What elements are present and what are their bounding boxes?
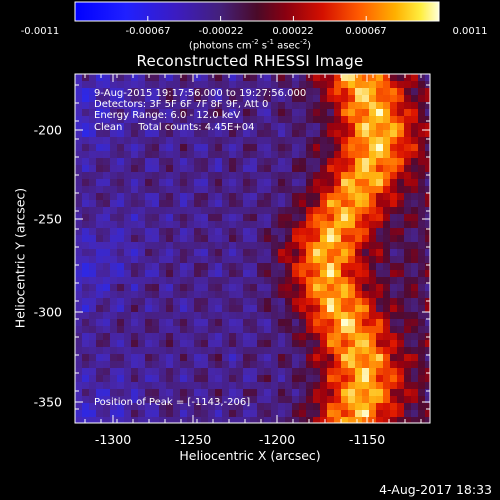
- y-tick-label: -300: [33, 304, 62, 320]
- colorbar-tick-label: 0.0011: [452, 26, 488, 37]
- colorbar-tick-label: -0.00022: [198, 26, 244, 37]
- plot-frame: [74, 73, 431, 424]
- colorbar-tick-label: -0.0011: [20, 26, 60, 37]
- x-axis-label: Heliocentric X (arcsec): [179, 448, 321, 463]
- colorbar: [74, 1, 440, 22]
- footer-timestamp: 4-Aug-2017 18:33: [379, 482, 492, 497]
- units-text: asec: [274, 40, 301, 52]
- y-tick-label: -250: [33, 211, 62, 227]
- info-energy-range: Energy Range: 6.0 - 12.0 keV: [94, 110, 241, 121]
- colorbar-tick-label: -0.00067: [125, 26, 171, 37]
- units-text: s: [258, 40, 268, 52]
- x-tick-label: -1300: [94, 432, 132, 447]
- x-tick-label: -1150: [348, 432, 386, 447]
- axis-ticks: [75, 74, 430, 423]
- info-time-range: 9-Aug-2015 19:17:56.000 to 19:27:56.000: [94, 88, 307, 99]
- y-tick-label: -350: [33, 394, 62, 410]
- peak-position: Position of Peak = [-1143,-206]: [94, 397, 251, 408]
- colorbar-tick-label: 0.00067: [345, 26, 387, 37]
- units-exponent: -2: [300, 38, 308, 46]
- units-text: (photons cm: [188, 40, 252, 52]
- units-text: ): [307, 40, 312, 52]
- info-detectors: Detectors: 3F 5F 6F 7F 8F 9F, Att 0: [94, 99, 269, 110]
- x-tick-label: -1200: [258, 432, 296, 447]
- x-tick-label: -1250: [174, 432, 212, 447]
- colorbar-ticks: [74, 16, 440, 21]
- units-exponent: -1: [267, 38, 275, 46]
- plot-title: Reconstructed RHESSI Image: [136, 52, 364, 70]
- colorbar-gradient: [74, 1, 440, 22]
- units-exponent: -2: [251, 38, 259, 46]
- y-axis-label: Heliocentric Y (arcsec): [12, 187, 28, 329]
- colorbar-units: (photons cm-2 s-1 asec-2): [189, 38, 311, 51]
- colorbar-tick-label: 0.00022: [272, 26, 314, 37]
- y-tick-label: -200: [33, 122, 62, 138]
- info-total-counts: Clean Total counts: 4.45E+04: [94, 122, 255, 133]
